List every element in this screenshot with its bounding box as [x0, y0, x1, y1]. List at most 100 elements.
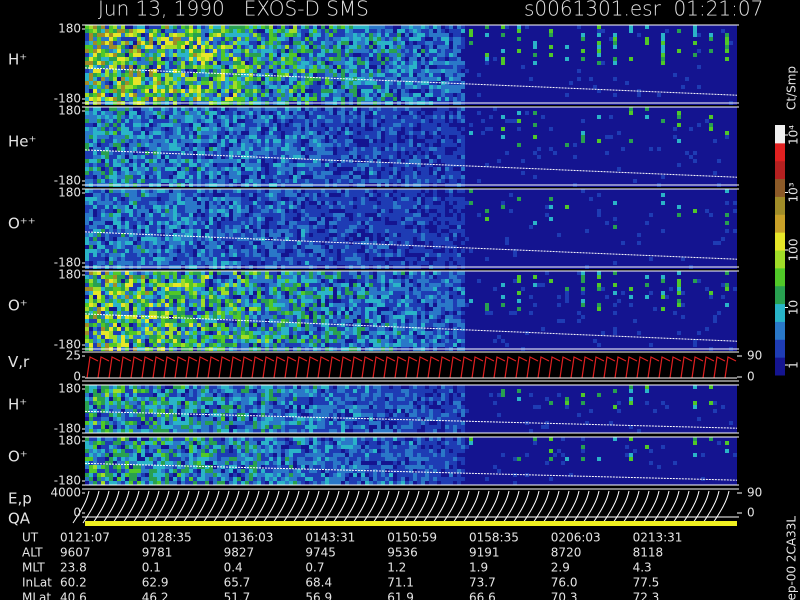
- table-cell: 60.2: [60, 576, 87, 590]
- y-tick-label: -180: [54, 92, 81, 106]
- panel-label: H⁺: [8, 51, 27, 69]
- colorbar-segment: [775, 178, 785, 197]
- y-tick-label: -180: [54, 474, 81, 488]
- qa-bar: [85, 521, 737, 526]
- table-cell: 65.7: [224, 576, 251, 590]
- spectrogram-cells: [85, 437, 713, 485]
- spectrogram-cells: [85, 271, 465, 351]
- colorbar-segment: [775, 267, 785, 287]
- panel-label: E,p: [8, 490, 32, 508]
- row-label: InLat: [22, 576, 52, 590]
- y-tick-label: -180: [54, 338, 81, 352]
- table-cell: 73.7: [469, 576, 496, 590]
- y-tick-label: 4000: [50, 486, 81, 500]
- panel-bg: [85, 352, 737, 381]
- colorbar-segment: [775, 196, 785, 215]
- colorbar-segment: [775, 160, 785, 180]
- spectrogram-cells: [89, 29, 245, 105]
- panel-label: He⁺: [8, 133, 36, 151]
- table-cell: 0.7: [305, 561, 324, 575]
- row-label: MLat: [22, 591, 51, 600]
- file-label: s0061301.esr 01:21:07: [524, 0, 763, 21]
- y2-tick-label: 0: [747, 506, 755, 520]
- pitch-trace: [84, 67, 738, 96]
- spectrogram-cells: [85, 189, 729, 269]
- footer-label: Sep-00 2CA33L: [785, 516, 799, 600]
- row-label: UT: [22, 531, 39, 545]
- spectrogram-cells: [85, 25, 729, 105]
- colorbar-segment: [775, 321, 785, 340]
- spectrogram-cells: [85, 271, 149, 351]
- colorbar-segment: [775, 125, 785, 144]
- y-tick-label: 180: [58, 382, 81, 396]
- colorbar-label: 10: [787, 300, 800, 315]
- spectrogram-cells: [85, 385, 633, 433]
- y-tick-label: 180: [58, 22, 81, 36]
- table-cell: 8118: [633, 546, 664, 560]
- colorbar-segment: [775, 142, 785, 162]
- spectrogram-cells: [85, 271, 269, 351]
- spectrogram-cells: [85, 189, 461, 269]
- panel-label: V,r: [8, 353, 30, 371]
- colorbar-segment: [775, 357, 785, 376]
- y-tick-label: 180: [58, 268, 81, 282]
- title: Jun 13, 1990 EXOS-D SMS: [98, 0, 369, 21]
- colorbar-label: 10⁴: [787, 125, 800, 145]
- table-cell: 0206:03: [551, 531, 601, 545]
- panel-label: QA: [8, 510, 31, 528]
- spectrogram-cells: [85, 107, 681, 187]
- table-cell: 0150:59: [387, 531, 437, 545]
- y-tick-label: 180: [58, 104, 81, 118]
- row-label: ALT: [22, 546, 43, 560]
- table-cell: 9827: [224, 546, 255, 560]
- table-cell: 0.1: [142, 561, 161, 575]
- y-tick-label: -180: [54, 174, 81, 188]
- table-cell: 56.9: [305, 591, 332, 600]
- pitch-trace: [84, 410, 738, 429]
- colorbar-segment: [775, 250, 785, 269]
- table-cell: 62.9: [142, 576, 169, 590]
- spectrogram-cells: [85, 107, 713, 187]
- colorbar-label: 1: [787, 361, 800, 369]
- y2-tick-label: 0: [747, 370, 755, 384]
- panel-label: O⁺: [8, 448, 28, 466]
- table-cell: 0.4: [224, 561, 243, 575]
- spectrogram-cells: [89, 25, 737, 105]
- y2-tick-label: 90: [747, 486, 762, 500]
- table-cell: 0143:31: [305, 531, 355, 545]
- table-cell: 68.4: [305, 576, 332, 590]
- y-tick-label: -180: [54, 256, 81, 270]
- y-tick-label: 180: [58, 434, 81, 448]
- colorbar-segment: [775, 339, 785, 358]
- colorbar-segment: [775, 214, 785, 233]
- table-cell: 40.6: [60, 591, 87, 600]
- pitch-trace: [84, 313, 738, 342]
- velocity-trace: [86, 356, 737, 379]
- table-cell: 0213:31: [633, 531, 683, 545]
- table-cell: 9745: [305, 546, 336, 560]
- pitch-trace: [84, 231, 738, 260]
- table-cell: 61.9: [387, 591, 414, 600]
- y-tick-label: -180: [54, 422, 81, 436]
- table-cell: 76.0: [551, 576, 578, 590]
- table-cell: 66.6: [469, 591, 496, 600]
- spectrogram-cells: [85, 107, 729, 187]
- spectrogram-cells: [85, 385, 737, 433]
- spectrogram-cells: [85, 271, 737, 351]
- spectrogram-cells: [85, 271, 729, 351]
- y-tick-label: 0: [73, 370, 81, 384]
- table-cell: 72.3: [633, 591, 660, 600]
- table-cell: 9191: [469, 546, 500, 560]
- table-cell: 8720: [551, 546, 582, 560]
- table-cell: 4.3: [633, 561, 652, 575]
- table-cell: 9781: [142, 546, 173, 560]
- spectrogram-cells: [85, 437, 729, 485]
- y2-tick-label: 90: [747, 349, 762, 363]
- spectrogram-cells: [85, 437, 737, 485]
- table-cell: 70.3: [551, 591, 578, 600]
- colorbar-label: 100: [787, 239, 800, 262]
- table-cell: 1.9: [469, 561, 488, 575]
- table-cell: 51.7: [224, 591, 251, 600]
- y-tick-label: 25: [66, 349, 81, 363]
